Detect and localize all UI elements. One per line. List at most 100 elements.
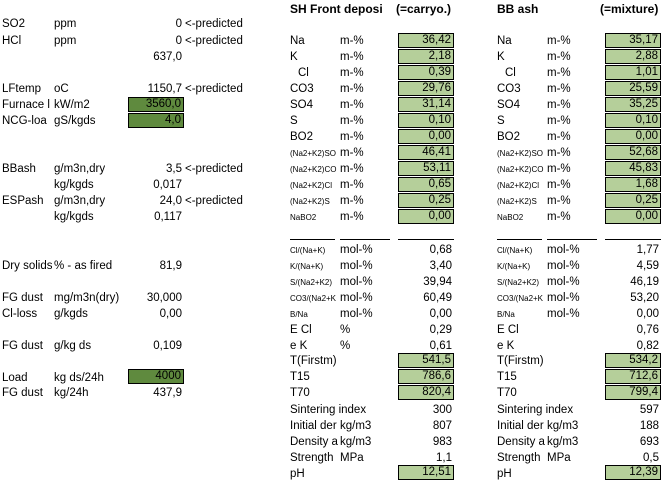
bb-mol-value[interactable]: 53,20 bbox=[630, 292, 659, 304]
bb-mol-label: E Cl bbox=[497, 324, 519, 336]
bb-temp-value: 799,4 bbox=[605, 385, 661, 400]
ncg-input[interactable]: 4,0 bbox=[128, 113, 184, 128]
sh-comp-unit: m-% bbox=[340, 99, 364, 111]
bb-comp-unit: m-% bbox=[547, 35, 571, 47]
sh-comp-label: K bbox=[290, 51, 298, 63]
bb-comp-input[interactable]: 45,83 bbox=[605, 161, 661, 176]
sh-comp-input[interactable]: 31,14 bbox=[398, 97, 454, 112]
bb-comp-input[interactable]: 35,17 bbox=[605, 33, 661, 48]
sh-mol-value[interactable]: 60,49 bbox=[423, 292, 452, 304]
sh-mol-unit: mol-% bbox=[340, 308, 373, 320]
bb-comp-unit: m-% bbox=[547, 99, 571, 111]
bb-prop-value[interactable]: 597 bbox=[639, 404, 659, 416]
sh-temp-label: T15 bbox=[290, 371, 310, 383]
fgdust3-value[interactable]: 437,9 bbox=[153, 387, 182, 399]
sh-mol-value[interactable]: 0,61 bbox=[429, 340, 452, 352]
sh-comp-input[interactable]: 36,42 bbox=[398, 33, 454, 48]
bb-prop-unit: kg/m3 bbox=[547, 436, 579, 448]
bb-comp-input[interactable]: 0,00 bbox=[605, 129, 661, 144]
bbash-value-2[interactable]: 0,017 bbox=[153, 179, 182, 191]
bb-comp-label: (Na2+K2)S bbox=[497, 197, 537, 206]
sh-comp-label: (Na2+K2)S bbox=[290, 197, 330, 206]
bb-mol-value[interactable]: 0,00 bbox=[636, 308, 659, 320]
bb-comp-label: Na bbox=[497, 35, 512, 47]
bb-mol-value[interactable]: 4,59 bbox=[636, 260, 659, 272]
bb-comp-input[interactable]: 25,59 bbox=[605, 81, 661, 96]
bb-comp-input[interactable]: 0,10 bbox=[605, 113, 661, 128]
bb-prop-value[interactable]: 693 bbox=[639, 436, 659, 448]
bb-mol-unit: mol-% bbox=[547, 276, 580, 288]
fgdust2-unit: g/kg ds bbox=[54, 340, 92, 352]
sh-comp-input[interactable]: 0,00 bbox=[398, 209, 454, 224]
bb-comp-input[interactable]: 2,88 bbox=[605, 49, 661, 64]
drysolids-value[interactable]: 81,9 bbox=[159, 260, 182, 272]
bbash-value[interactable]: 3,5 bbox=[166, 163, 182, 175]
bb-mol-label: CO3/(Na2+K bbox=[497, 294, 544, 303]
sh-divider-unit bbox=[340, 239, 390, 240]
sh-comp-input[interactable]: 0,10 bbox=[398, 113, 454, 128]
ncg-unit: gS/kgds bbox=[54, 115, 96, 127]
sh-prop-label: Sintering index bbox=[290, 404, 367, 416]
bb-temp-value: 534,2 bbox=[605, 353, 661, 368]
sh-mol-label: CO3/(Na2+K bbox=[290, 294, 337, 303]
bb-mol-value[interactable]: 1,77 bbox=[636, 244, 659, 256]
sh-comp-label: S bbox=[290, 115, 298, 127]
sh-comp-input[interactable]: 0,39 bbox=[398, 65, 454, 80]
bb-prop-value[interactable]: 0,5 bbox=[643, 452, 659, 464]
bb-prop-value[interactable]: 188 bbox=[639, 420, 659, 432]
bb-comp-input[interactable]: 52,68 bbox=[605, 145, 661, 160]
lftemp-value[interactable]: 1150,7 bbox=[147, 83, 182, 95]
bb-mol-value[interactable]: 0,82 bbox=[636, 340, 659, 352]
sh-prop-value[interactable]: 807 bbox=[432, 420, 452, 432]
bb-comp-input[interactable]: 1,01 bbox=[605, 65, 661, 80]
sh-comp-unit: m-% bbox=[340, 163, 364, 175]
bb-comp-input[interactable]: 0,00 bbox=[605, 209, 661, 224]
clloss-value[interactable]: 0,00 bbox=[159, 308, 182, 320]
sh-comp-input[interactable]: 46,41 bbox=[398, 145, 454, 160]
bb-comp-label: Cl bbox=[505, 67, 516, 79]
bb-comp-unit: m-% bbox=[547, 147, 571, 159]
espash-value-2[interactable]: 0,117 bbox=[154, 211, 182, 223]
bb-comp-input[interactable]: 0,25 bbox=[605, 193, 661, 208]
sh-mol-value[interactable]: 39,94 bbox=[423, 276, 452, 288]
sh-mol-value[interactable]: 3,40 bbox=[429, 260, 452, 272]
sh-comp-input[interactable]: 29,76 bbox=[398, 81, 454, 96]
bb-mol-value[interactable]: 0,76 bbox=[636, 324, 659, 336]
sh-temp-value: 541,5 bbox=[398, 353, 454, 368]
sh-mol-value[interactable]: 0,68 bbox=[429, 244, 452, 256]
sh-prop-value[interactable]: 300 bbox=[432, 404, 452, 416]
hcl-value[interactable]: 0 bbox=[175, 35, 182, 47]
lftemp-label: LFtemp bbox=[2, 83, 41, 95]
load-label: Load bbox=[2, 372, 28, 384]
bbash-note: <-predicted bbox=[185, 163, 243, 175]
bb-prop-label: Initial der bbox=[497, 420, 544, 432]
fgdust2-value[interactable]: 0,109 bbox=[153, 340, 182, 352]
bb-comp-unit: m-% bbox=[547, 115, 571, 127]
furnace-input[interactable]: 3560,0 bbox=[128, 97, 184, 112]
load-input[interactable]: 4000 bbox=[128, 369, 184, 384]
bb-comp-input[interactable]: 1,68 bbox=[605, 177, 661, 192]
hcl-unit: ppm bbox=[54, 35, 77, 47]
sh-mol-unit: % bbox=[340, 340, 351, 352]
sh-mol-value[interactable]: 0,00 bbox=[429, 308, 452, 320]
sh-comp-input[interactable]: 0,65 bbox=[398, 177, 454, 192]
sh-comp-input[interactable]: 0,25 bbox=[398, 193, 454, 208]
sh-comp-input[interactable]: 0,00 bbox=[398, 129, 454, 144]
sh-mol-value[interactable]: 0,29 bbox=[429, 324, 452, 336]
sh-comp-input[interactable]: 2,18 bbox=[398, 49, 454, 64]
drysolids-unit: % - as fired bbox=[54, 260, 113, 272]
espash-value[interactable]: 24,0 bbox=[159, 195, 182, 207]
sh-subtitle: (=carryo.) bbox=[396, 2, 452, 16]
bb-prop-label: Density a bbox=[497, 436, 545, 448]
hcl-extra-value[interactable]: 637,0 bbox=[153, 51, 182, 63]
fgdust1-value[interactable]: 30,000 bbox=[146, 292, 182, 304]
so2-value[interactable]: 0 bbox=[175, 18, 182, 30]
sh-prop-value[interactable]: 983 bbox=[432, 436, 452, 448]
so2-unit: ppm bbox=[54, 18, 77, 30]
sh-mol-label: K/(Na+K) bbox=[290, 262, 324, 271]
bb-comp-input[interactable]: 35,25 bbox=[605, 97, 661, 112]
sh-comp-input[interactable]: 53,11 bbox=[398, 161, 454, 176]
bb-mol-value[interactable]: 46,19 bbox=[630, 276, 659, 288]
sh-prop-value[interactable]: 1,1 bbox=[436, 452, 452, 464]
furnace-unit: kW/m2 bbox=[54, 99, 90, 111]
